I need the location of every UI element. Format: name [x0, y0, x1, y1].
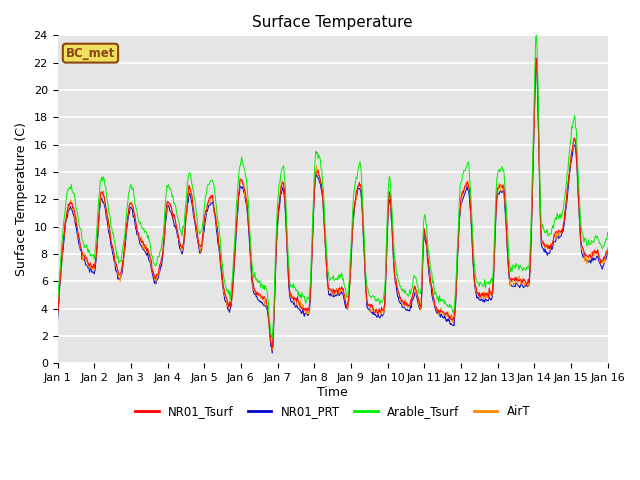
- Text: BC_met: BC_met: [66, 47, 115, 60]
- X-axis label: Time: Time: [317, 386, 348, 399]
- Y-axis label: Surface Temperature (C): Surface Temperature (C): [15, 122, 28, 276]
- Title: Surface Temperature: Surface Temperature: [252, 15, 413, 30]
- Legend: NR01_Tsurf, NR01_PRT, Arable_Tsurf, AirT: NR01_Tsurf, NR01_PRT, Arable_Tsurf, AirT: [130, 401, 535, 423]
